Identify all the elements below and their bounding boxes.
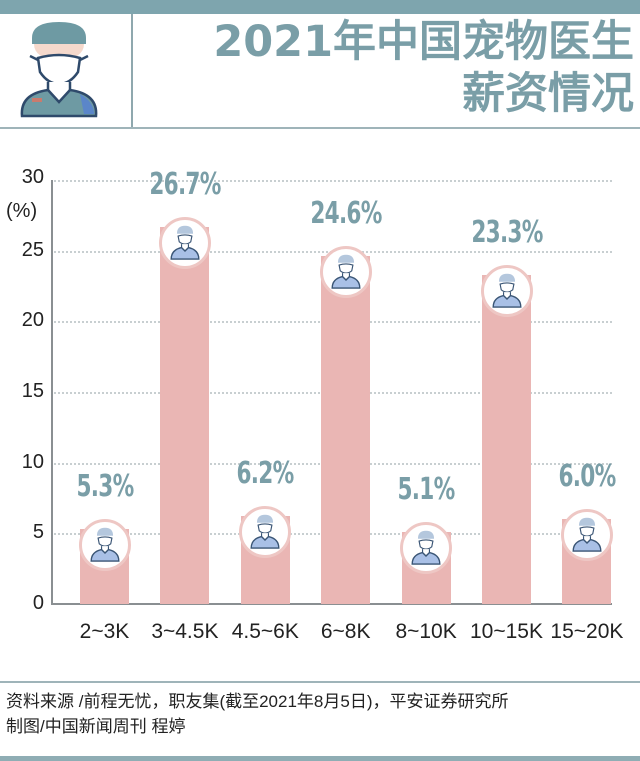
y-tick-label: 25 [21,238,44,261]
bar-marker-badge [400,521,453,574]
top-accent-bar [0,0,640,14]
bar-value-label: 24.6% [310,196,382,232]
y-tick-label: 10 [21,450,44,473]
footer: 资料来源 /前程无忧，职友集(截至2021年8月5日)，平安证券研究所 制图/中… [6,689,509,739]
y-tick-label: 5 [32,521,44,544]
bar-3~4.5K [160,226,210,604]
x-tick-label: 2~3K [79,620,130,643]
bar-value-label: 5.3% [75,469,134,505]
y-tick-label: 30 [21,166,44,188]
vet-doctor-avatar-icon [90,527,119,562]
source-line: 资料来源 /前程无忧，职友集(截至2021年8月5日)，平安证券研究所 [6,692,509,711]
y-axis-unit: (%) [6,200,38,222]
bar-10~15K [482,274,531,604]
y-tick-label: 0 [32,592,44,614]
bar-value-label: 23.3% [470,214,543,250]
footer-bottom-bar [0,756,640,761]
x-axis [51,603,612,605]
bar-marker-badge [239,506,292,559]
vet-doctor-avatar-icon [411,530,441,565]
bar-marker-badge [319,246,372,299]
vet-doctor-avatar-icon [20,22,98,118]
vet-doctor-avatar-icon [331,255,361,290]
bar-chart: (%) 0 5 10 15 20 25 30 5.3% 2~3K 26.7% 3~4.5K 6.2% 4… [6,166,624,643]
bar-marker-badge [78,519,131,572]
header-divider [131,14,133,128]
x-tick-label: 15~20K [550,620,624,643]
bar-marker-badge [480,264,533,317]
footer-top-rule [0,681,640,683]
bar-value-label: 5.1% [397,471,456,507]
title-line-1: 2021年中国宠物医生 [213,17,634,67]
x-tick-label: 6~8K [320,620,371,643]
vet-doctor-avatar-icon [170,225,200,260]
vet-doctor-avatar-icon [250,515,280,550]
x-tick-label: 3~4.5K [151,620,219,643]
bar-value-label: 6.0% [558,459,616,495]
y-tick-label: 20 [21,309,44,332]
bar-marker-badge [560,509,613,562]
bar-marker-badge [158,216,211,269]
vet-doctor-avatar-icon [492,273,521,308]
bar-value-label: 26.7% [149,166,221,202]
header-bottom-rule [0,127,640,129]
y-tick-label: 15 [21,380,44,402]
bar-6~8K [321,256,371,604]
x-tick-label: 4.5~6K [231,620,299,643]
title-line-2: 薪资情况 [462,69,634,119]
y-axis [51,180,53,605]
bar-value-label: 6.2% [236,456,295,492]
page-title: 2021年中国宠物医生 薪资情况 [213,16,634,120]
x-tick-label: 10~15K [470,620,543,643]
credit-line: 制图/中国新闻周刊 程婷 [6,717,186,736]
gridline [54,180,612,182]
x-tick-label: 8~10K [395,620,457,643]
vet-doctor-avatar-icon [572,517,602,552]
